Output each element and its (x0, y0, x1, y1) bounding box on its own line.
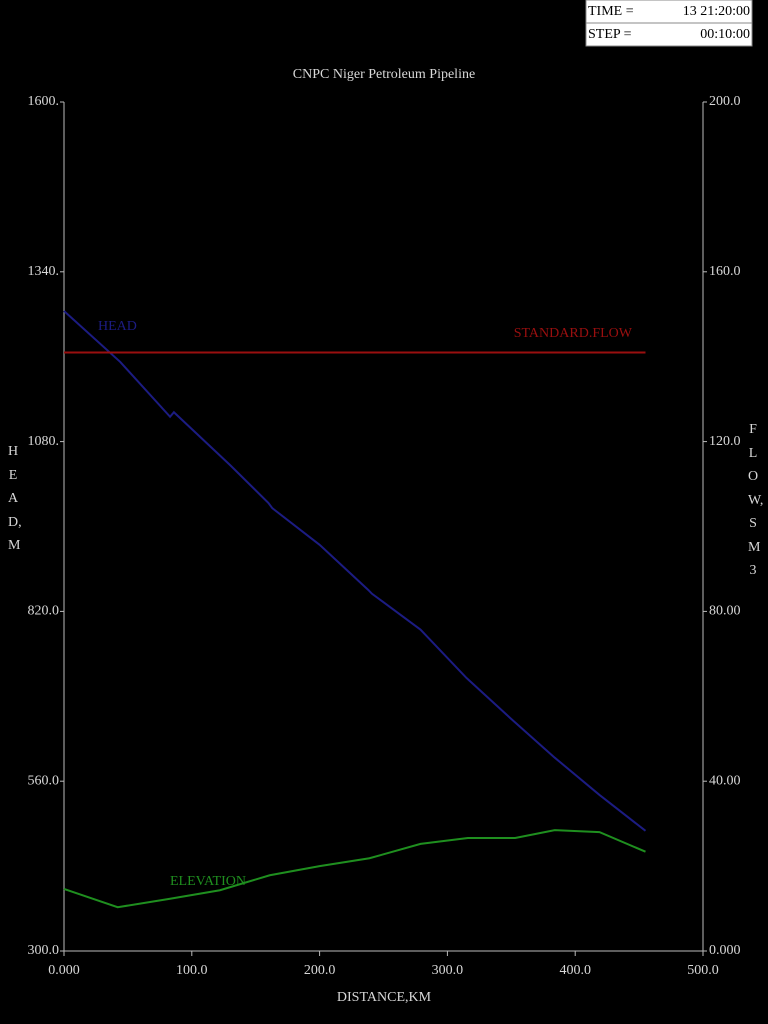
time-label: TIME = (588, 4, 634, 19)
x-tick-label: 200.0 (304, 963, 336, 978)
x-tick-label: 400.0 (559, 963, 591, 978)
y-tick-label: 300.0 (28, 943, 60, 958)
x-tick-label: 100.0 (176, 963, 208, 978)
y-tick-label: 1080. (28, 434, 60, 449)
x-tick-label: 0.000 (48, 963, 80, 978)
x-tick-label: 500.0 (687, 963, 719, 978)
time-value: 13 21:20:00 (683, 4, 750, 19)
y-tick-label: 1340. (28, 264, 60, 279)
y-tick-label: 1600. (28, 94, 60, 109)
series-line (63, 829, 646, 909)
series-label: HEAD (98, 319, 137, 334)
series-label: ELEVATION (170, 874, 246, 889)
step-value: 00:10:00 (700, 27, 750, 42)
y2-axis-label: FLOW,SM3 (748, 422, 764, 578)
y-axis-label: HEAD,M (8, 444, 22, 553)
y2-tick-label: 200.0 (709, 94, 741, 109)
y2-tick-label: 0.000 (709, 943, 741, 958)
y2-tick-label: 120.0 (709, 434, 741, 449)
y-tick-label: 560.0 (28, 773, 60, 788)
y2-tick-label: 40.00 (709, 773, 741, 788)
y-tick-label: 820.0 (28, 604, 60, 619)
series-label: STANDARD.FLOW (514, 326, 633, 341)
y2-tick-label: 160.0 (709, 264, 741, 279)
x-axis-label: DISTANCE,KM (337, 990, 432, 1005)
step-label: STEP = (588, 27, 632, 42)
x-tick-label: 300.0 (432, 963, 464, 978)
chart-title: CNPC Niger Petroleum Pipeline (293, 67, 475, 82)
y2-tick-label: 80.00 (709, 604, 741, 619)
series-line (63, 310, 647, 832)
